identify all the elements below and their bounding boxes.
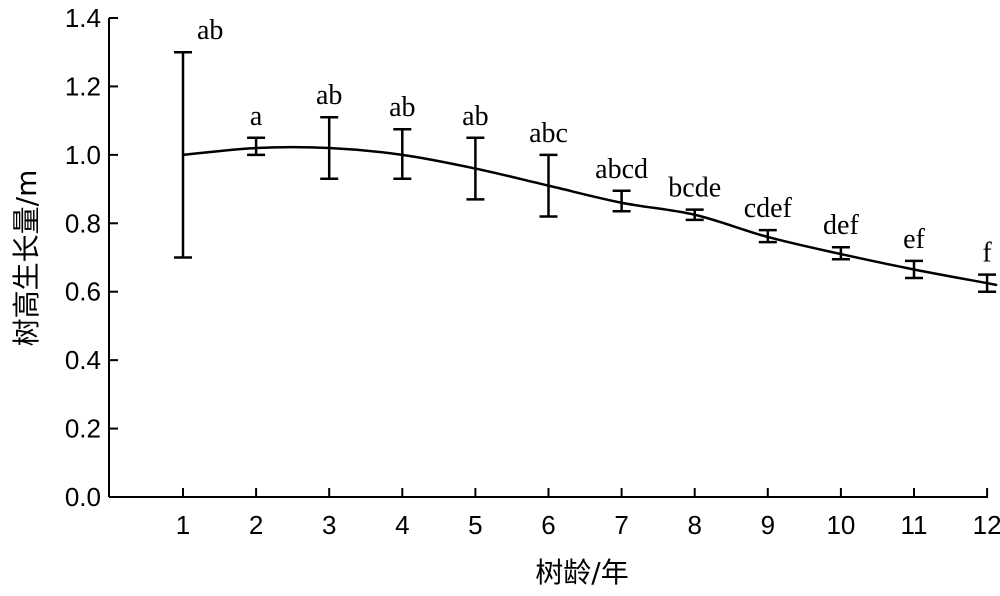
x-tick-label: 2 [249,510,263,540]
x-tick-label: 9 [761,510,775,540]
significance-label: bcde [668,173,721,204]
x-tick-label: 1 [176,510,190,540]
y-tick-label: 0.6 [65,277,101,307]
x-tick-label: 4 [395,510,409,540]
x-tick-label: 6 [541,510,555,540]
significance-label: ef [903,224,925,255]
significance-label: a [250,101,263,132]
y-ticks: 0.0 0.2 0.4 0.6 0.8 1.0 1.2 1.4 [65,3,118,512]
significance-label: ab [462,101,488,132]
series-curve [182,145,998,287]
significance-label: def [823,210,859,241]
x-tick-label: 5 [468,510,482,540]
significance-label: ab [197,15,223,46]
x-tick-label: 3 [322,510,336,540]
y-tick-label: 1.0 [65,140,101,170]
significance-label: ab [316,80,342,111]
significance-label: cdef [744,193,793,224]
significance-label: abc [529,118,568,149]
x-tick-label: 7 [614,510,628,540]
x-axis-title: 树龄/年 [535,556,628,589]
error-bar [612,189,631,213]
y-axis-title: 树高生长量/m [10,170,43,347]
y-tick-label: 0.2 [65,414,101,444]
y-tick-label: 1.4 [65,3,101,33]
x-tick-label: 12 [973,510,1000,540]
error-bar [247,136,266,157]
x-ticks: 1 2 3 4 5 6 7 8 9 10 11 12 [176,488,1000,540]
y-tick-label: 0.4 [65,345,101,375]
significance-label: f [982,238,992,269]
y-tick-label: 0.0 [65,482,101,512]
x-tick-label: 11 [901,510,928,540]
significance-label: ab [389,92,415,123]
error-bars [174,50,997,293]
x-tick-label: 10 [826,510,855,540]
y-tick-label: 1.2 [65,71,101,101]
significance-label: abcd [595,154,648,185]
y-tick-label: 0.8 [65,208,101,238]
x-tick-label: 8 [687,510,701,540]
